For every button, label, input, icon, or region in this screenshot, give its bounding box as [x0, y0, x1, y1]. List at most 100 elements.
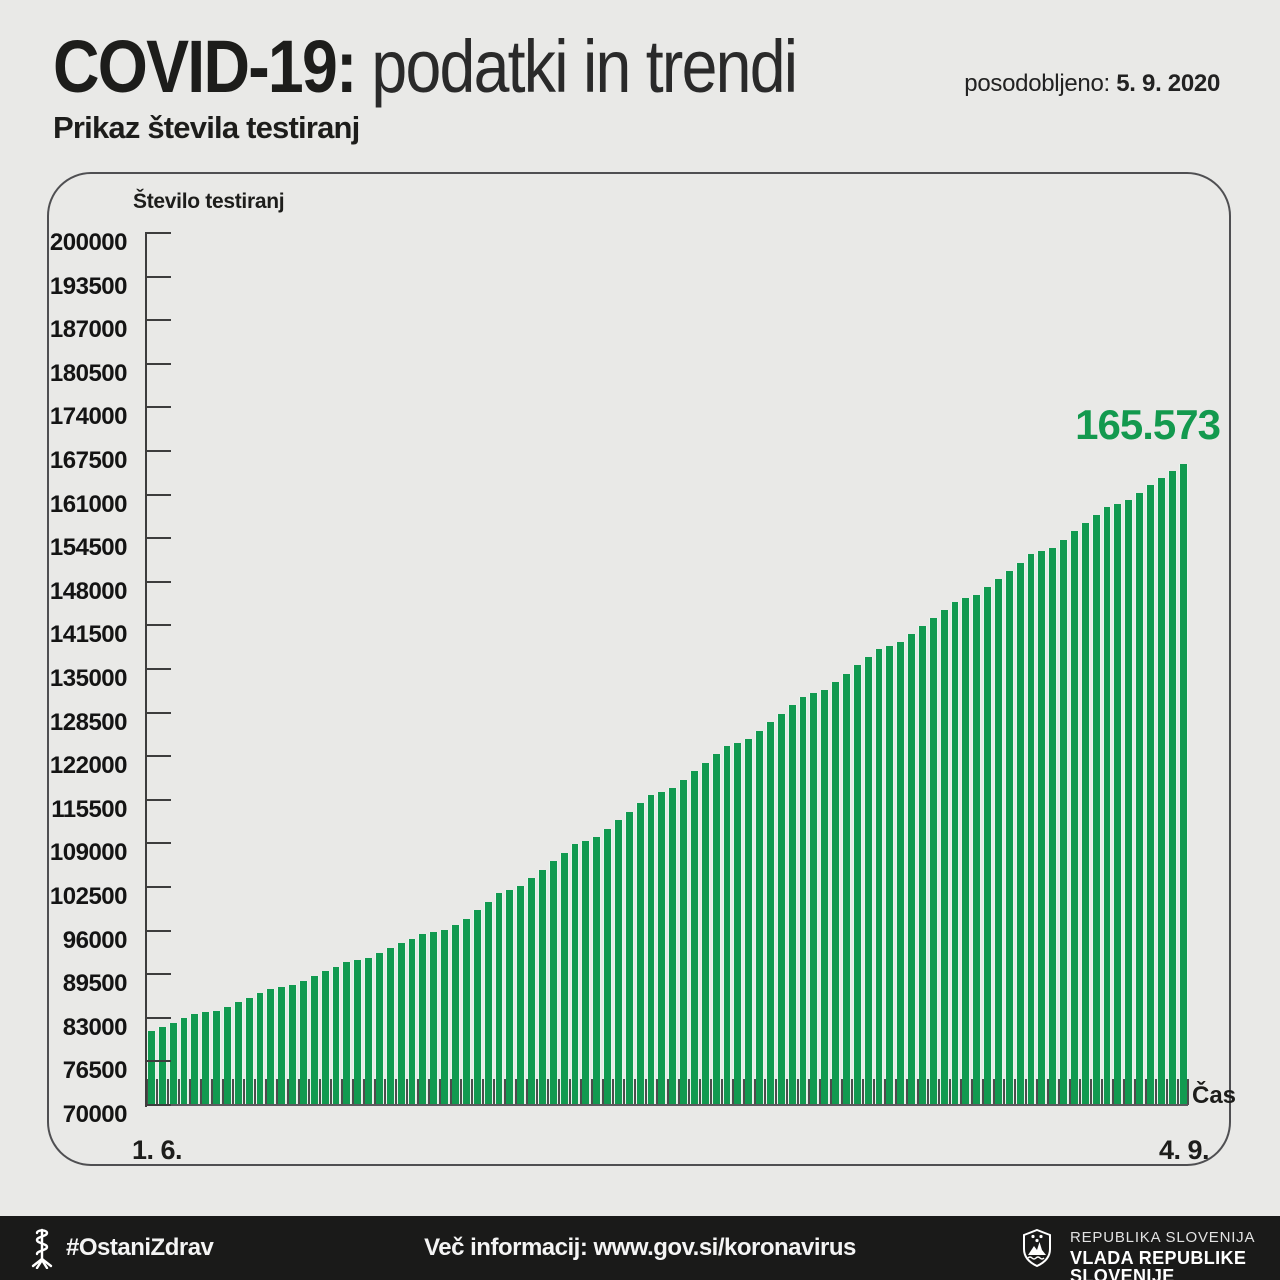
bar: [829, 681, 840, 1106]
y-tick-label: 83000: [62, 1013, 128, 1041]
bar: [1090, 515, 1101, 1105]
bar: [460, 918, 471, 1105]
y-tick: [145, 232, 171, 234]
page-title: COVID-19: podatki in trendi: [53, 30, 798, 104]
bar: [254, 993, 265, 1105]
bar: [427, 931, 439, 1106]
bar: [340, 961, 352, 1106]
bar: [536, 869, 547, 1105]
bar: [699, 762, 710, 1106]
y-tick-label: 96000: [62, 926, 128, 954]
bar: [634, 803, 645, 1105]
y-tick: [145, 973, 171, 976]
y-tick-label: 135000: [49, 665, 128, 692]
bar-series: [145, 233, 1189, 1106]
bar: [927, 618, 938, 1105]
bar: [351, 959, 363, 1106]
bar: [590, 837, 602, 1105]
y-axis-line: [145, 233, 147, 1107]
bar: [818, 689, 830, 1106]
bar: [514, 886, 526, 1105]
bar: [786, 705, 797, 1105]
chart-panel: Število testiranj 165.573 Čas 200000 1935…: [47, 172, 1236, 1166]
bar: [883, 645, 895, 1106]
bar: [319, 971, 330, 1105]
bar: [1057, 539, 1069, 1105]
y-axis-title: Število testiranj: [133, 190, 285, 213]
bar: [221, 1006, 232, 1105]
y-tick: [145, 1016, 171, 1019]
bar: [797, 696, 808, 1105]
bar: [362, 958, 374, 1105]
bar: [243, 997, 254, 1105]
bar: [807, 693, 819, 1105]
bar: [742, 739, 754, 1105]
y-tick-label: 89500: [62, 970, 128, 998]
bar: [1079, 523, 1090, 1105]
bar: [264, 988, 276, 1106]
chart-subtitle: Prikaz števila testiranj: [53, 110, 360, 145]
bar: [1035, 551, 1047, 1105]
y-tick: [145, 580, 171, 583]
bar: [1155, 477, 1166, 1106]
bar: [916, 626, 927, 1105]
y-tick: [145, 668, 171, 670]
bar: [949, 601, 960, 1106]
bar: [275, 986, 287, 1106]
bar: [645, 795, 656, 1105]
page-title-light: podatki in trendi: [371, 25, 798, 108]
coat-of-arms-icon: [1022, 1228, 1052, 1268]
bar: [873, 649, 884, 1105]
bar: [232, 1002, 243, 1105]
bar: [297, 980, 308, 1106]
y-tick-label: 148000: [49, 577, 128, 605]
bar: [1122, 500, 1134, 1105]
bar: [677, 779, 688, 1106]
y-tick: [145, 886, 171, 888]
bar: [775, 713, 786, 1106]
bar: [666, 788, 678, 1105]
y-tick-label: 187000: [49, 316, 128, 344]
bar: [1101, 507, 1112, 1105]
bar: [330, 966, 341, 1106]
x-axis-line: [145, 1104, 1188, 1106]
bar: [482, 901, 493, 1106]
bar: [1046, 547, 1058, 1106]
bar: [1144, 485, 1155, 1105]
bar: [493, 893, 504, 1105]
y-tick-label: 167500: [49, 447, 128, 474]
bar: [178, 1018, 189, 1105]
bar: [1014, 562, 1025, 1105]
bar: [851, 665, 862, 1105]
y-tick: [145, 493, 171, 496]
y-tick-label: 193500: [49, 272, 128, 300]
bar: [601, 828, 612, 1106]
bar: [156, 1027, 167, 1105]
bar: [145, 1031, 156, 1105]
bar: [210, 1010, 222, 1106]
bar: [959, 598, 971, 1105]
bar: [970, 595, 982, 1105]
y-tick-label: 154500: [49, 534, 128, 562]
bar: [1112, 503, 1123, 1106]
bar: [938, 609, 949, 1106]
y-tick-label: 109000: [49, 839, 128, 867]
y-tick-label: 70000: [62, 1101, 128, 1128]
bar: [981, 587, 993, 1105]
y-tick-label: 200000: [49, 229, 128, 256]
bar: [373, 953, 384, 1105]
bar: [612, 820, 623, 1105]
bar: [438, 929, 450, 1106]
y-tick: [145, 450, 171, 452]
bar: [1177, 463, 1189, 1106]
y-tick: [145, 755, 171, 758]
hashtag-label: #OstaniZdrav: [66, 1234, 214, 1261]
bar: [199, 1012, 211, 1105]
y-tick-label: 122000: [49, 752, 128, 780]
updated-timestamp: posodobljeno: 5. 9. 2020: [964, 70, 1220, 98]
peak-value-label: 165.573: [1075, 401, 1221, 448]
org-line-government: VLADA REPUBLIKE SLOVENIJE: [1070, 1248, 1247, 1280]
bar: [286, 985, 298, 1105]
bar: [1166, 470, 1177, 1106]
